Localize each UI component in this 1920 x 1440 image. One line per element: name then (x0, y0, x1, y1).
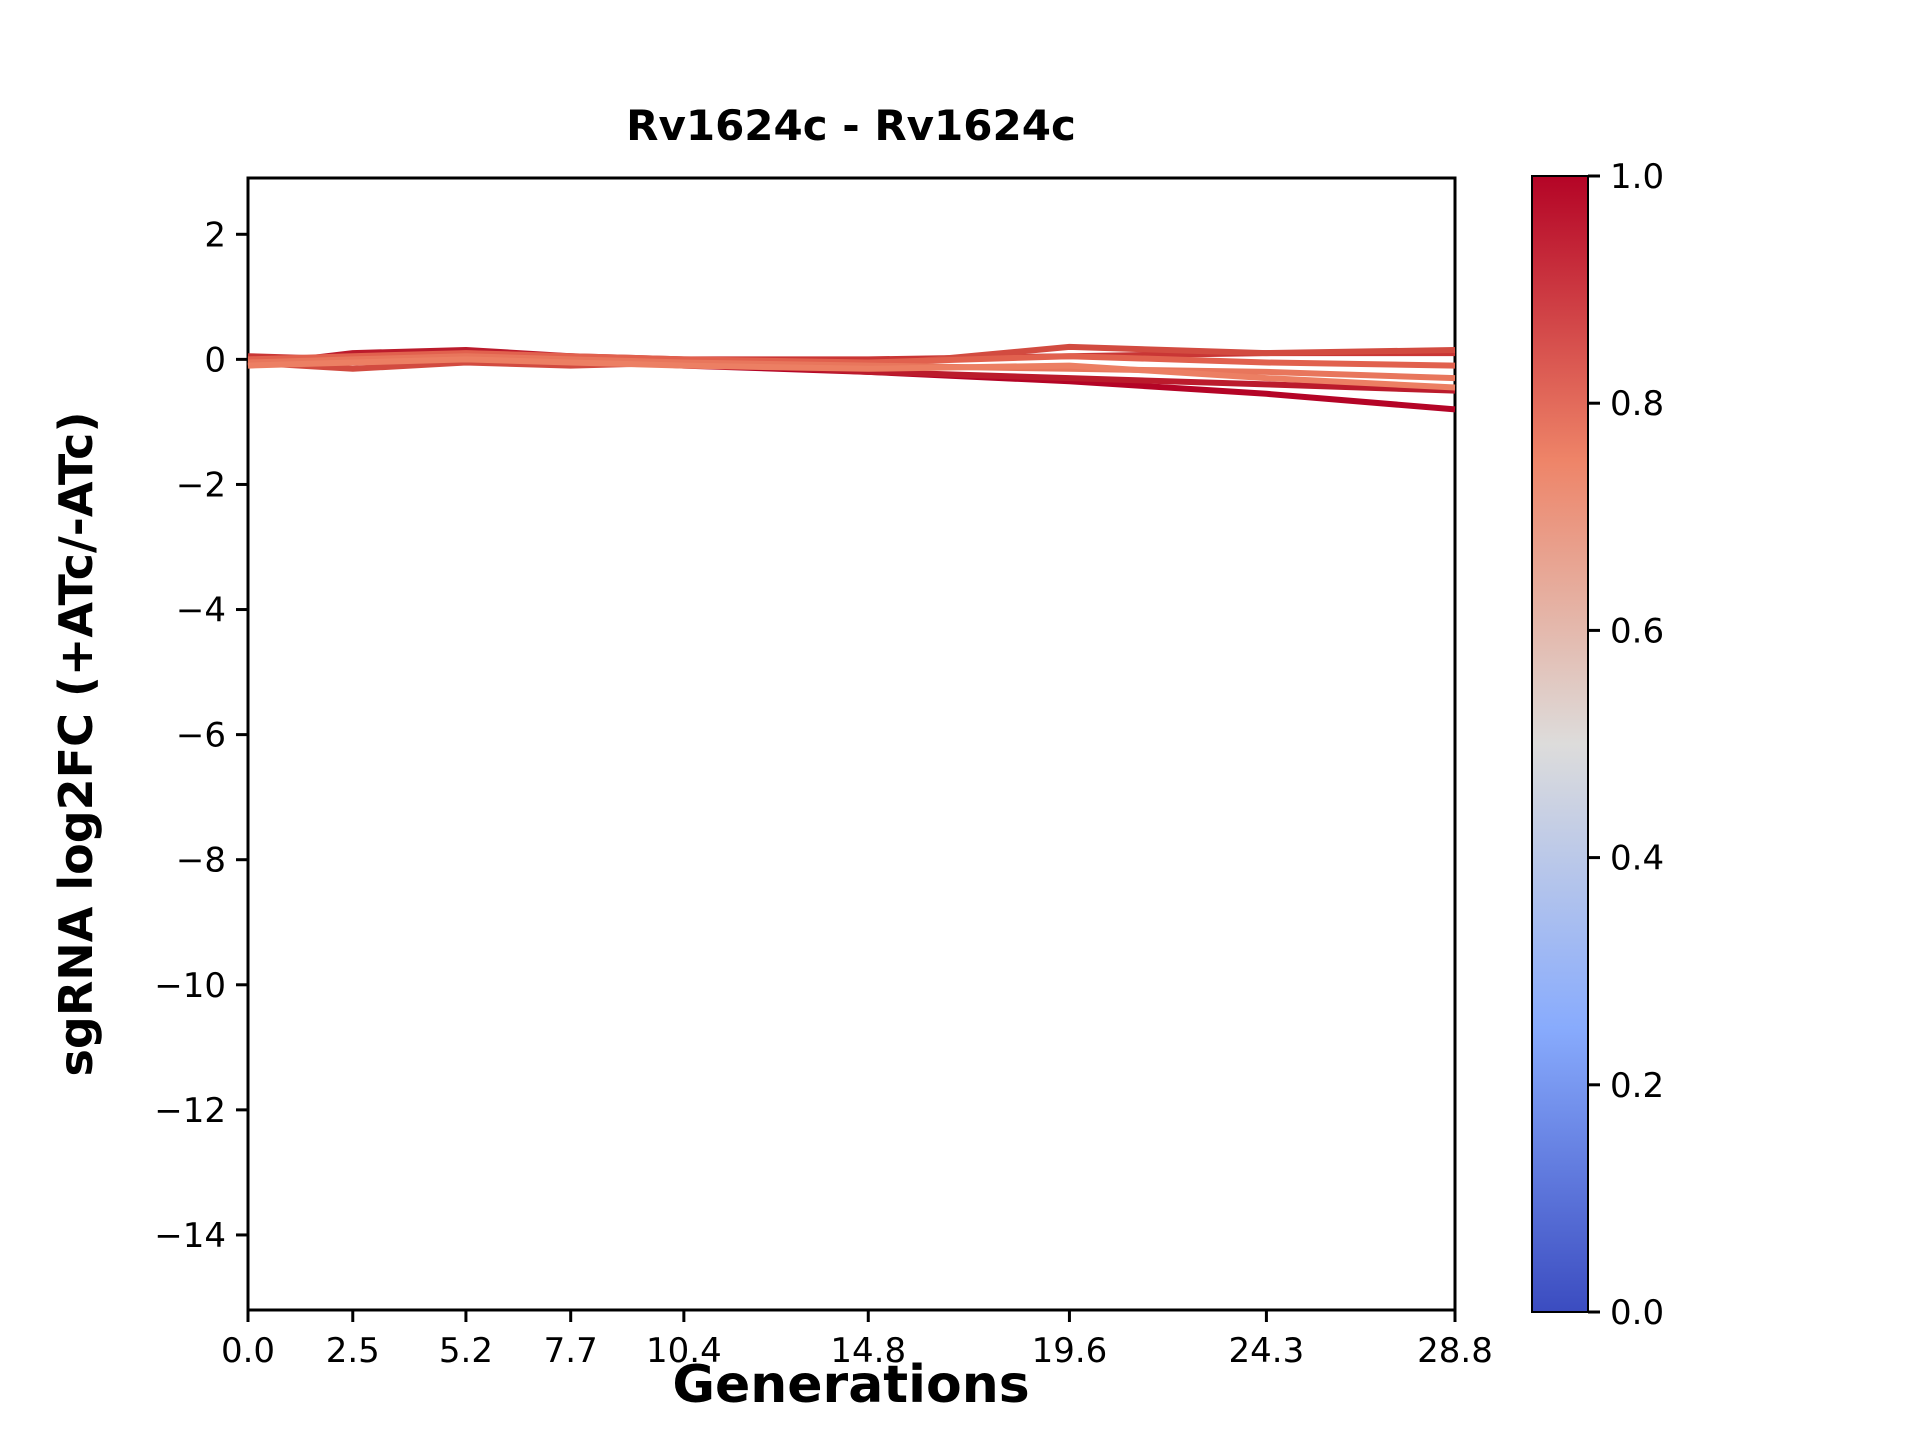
y-axis-label: sgRNA log2FC (+ATc/-ATc) (49, 412, 103, 1077)
plot-border (246, 176, 1457, 1312)
x-axis-label: Generations (672, 1355, 1029, 1415)
x-tick-label: 2.5 (326, 1331, 380, 1371)
y-tick-label: −14 (154, 1216, 226, 1256)
y-tick-label: −6 (176, 716, 226, 756)
x-tick-label: 10.4 (646, 1331, 722, 1371)
colorbar-tick-label: 0.4 (1610, 839, 1664, 879)
chart-title: Rv1624c - Rv1624c (626, 101, 1076, 150)
x-tick-label: 0.0 (221, 1331, 275, 1371)
y-tick-label: −10 (154, 966, 226, 1006)
y-tick-label: −8 (176, 841, 226, 881)
colorbar-tick-label: 0.8 (1610, 384, 1664, 424)
y-tick-label: 2 (204, 215, 226, 255)
x-tick-label: 5.2 (439, 1331, 493, 1371)
colorbar-gradient (1531, 175, 1589, 1313)
sgrna-trace-line (247, 356, 1456, 391)
colorbar-tick-label: 1.0 (1610, 157, 1664, 197)
x-tick-label: 28.8 (1417, 1331, 1493, 1371)
colorbar-tick-label: 0.0 (1610, 1293, 1664, 1333)
sgrna-trace-line (247, 350, 1456, 369)
y-tick-label: 0 (204, 340, 226, 380)
colorbar-tick-label: 0.6 (1610, 611, 1664, 651)
y-tick-label: −2 (176, 465, 226, 505)
x-tick-label: 24.3 (1229, 1331, 1305, 1371)
colorbar: 1.0 0.8 0.6 0.4 0.2 0.0 (1531, 157, 1664, 1333)
sgrna-trace-lines (247, 343, 1456, 413)
sgrna-trace-line (247, 353, 1456, 382)
x-tick-label: 7.7 (544, 1331, 598, 1371)
x-tick-label: 19.6 (1032, 1331, 1108, 1371)
colorbar-tick-label: 0.2 (1610, 1066, 1664, 1106)
y-tick-label: −4 (176, 591, 226, 631)
y-axis-ticks: 2 0 −2 −4 −6 −8 −10 −12 −14 (154, 215, 248, 1256)
y-tick-label: −12 (154, 1091, 226, 1131)
x-axis-ticks: 0.0 2.5 5.2 7.7 10.4 14.8 19.6 24.3 28.8 (221, 1310, 1493, 1371)
x-tick-label: 14.8 (830, 1331, 906, 1371)
